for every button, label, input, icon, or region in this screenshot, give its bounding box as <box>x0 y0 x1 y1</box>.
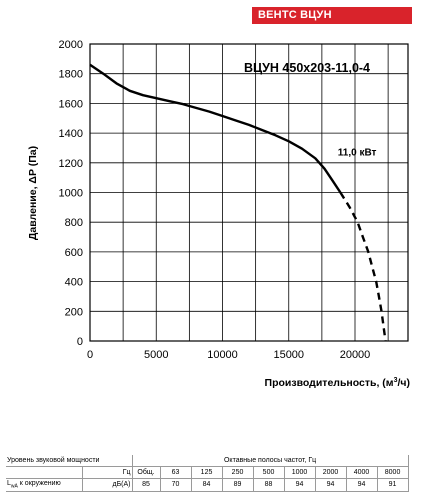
y-tick-label: 600 <box>65 247 83 259</box>
y-tick-label: 200 <box>65 306 83 318</box>
value-cell: 84 <box>190 477 223 493</box>
y-tick-label: 400 <box>65 277 83 289</box>
chart-title: ВЦУН 450x203-11,0-4 <box>244 61 370 75</box>
x-tick-label: 5000 <box>144 349 168 361</box>
y-tick-label: 0 <box>77 336 83 348</box>
y-tick-label: 1400 <box>59 128 83 140</box>
freq-cell: 125 <box>190 466 223 479</box>
pressure-flow-chart: 0 200 400 600 800 1000 1200 1400 1600 1800 2000 0 5… <box>27 39 410 389</box>
value-cell: 94 <box>283 477 316 493</box>
power-annotation: 11,0 кВт <box>338 147 377 158</box>
plot-frame <box>89 43 409 342</box>
y-axis-label: Давление, ΔP (Па) <box>27 146 39 240</box>
empty-cell <box>6 466 83 479</box>
total-header: Общ. <box>131 466 161 479</box>
value-cell: 94 <box>345 477 378 493</box>
freq-cell: 4000 <box>345 466 378 479</box>
y-tick-label: 800 <box>65 217 83 229</box>
freq-cell: 8000 <box>376 466 409 479</box>
sound-power-table: Уровень звуковой мощности Октавные полос… <box>6 455 409 493</box>
value-cell: 94 <box>314 477 347 493</box>
x-tick-label: 10000 <box>207 349 238 361</box>
x-axis-label: Производительность, (м3/ч) <box>265 377 410 389</box>
lwa-subscript: wA <box>10 483 18 490</box>
y-tick-label: 1600 <box>59 98 83 110</box>
value-cell: 70 <box>159 477 192 493</box>
hz-unit: Гц <box>81 466 133 479</box>
freq-cell: 63 <box>159 466 192 479</box>
y-tick-labels: 0 200 400 600 800 1000 1200 1400 1600 1800 2000 <box>59 39 83 348</box>
lwa-label: LwA к окружению <box>6 477 83 493</box>
total-value: 85 <box>131 477 161 493</box>
value-cell: 89 <box>221 477 254 493</box>
fan-curve <box>89 63 387 342</box>
freq-cell: 500 <box>252 466 285 479</box>
table-row: LwA к окружению дБ(А) 85 70 84 89 88 94 … <box>6 477 409 493</box>
freq-cell: 250 <box>221 466 254 479</box>
x-tick-label: 20000 <box>340 349 371 361</box>
x-tick-label: 15000 <box>273 349 304 361</box>
y-tick-label: 2000 <box>59 39 83 51</box>
axes <box>89 43 409 342</box>
series-line-dashed <box>339 191 387 342</box>
brand-label: ВЕНТС ВЦУН <box>252 7 412 23</box>
x-tick-labels: 0 5000 10000 15000 20000 <box>87 349 370 361</box>
freq-cell: 1000 <box>283 466 316 479</box>
sound-level-label: Уровень звуковой мощности <box>6 455 133 467</box>
octave-header: Октавные полосы частот, Гц <box>131 455 409 467</box>
brand-underline <box>252 23 412 24</box>
x-tick-label: 0 <box>87 349 93 361</box>
grid-lines <box>89 43 408 342</box>
freq-cell: 2000 <box>314 466 347 479</box>
series-line-solid <box>89 63 342 194</box>
table-row: Уровень звуковой мощности Октавные полос… <box>6 455 409 467</box>
y-tick-label: 1800 <box>59 69 83 81</box>
y-tick-label: 1000 <box>59 188 83 200</box>
value-cell: 91 <box>376 477 409 493</box>
lwa-text: к окружению <box>17 480 61 487</box>
table-row: Гц Общ. 63 125 250 500 1000 2000 4000 80… <box>6 466 409 479</box>
value-cell: 88 <box>252 477 285 493</box>
lwa-symbol: L <box>7 480 11 487</box>
dba-unit: дБ(А) <box>81 477 133 493</box>
y-tick-label: 1200 <box>59 158 83 170</box>
